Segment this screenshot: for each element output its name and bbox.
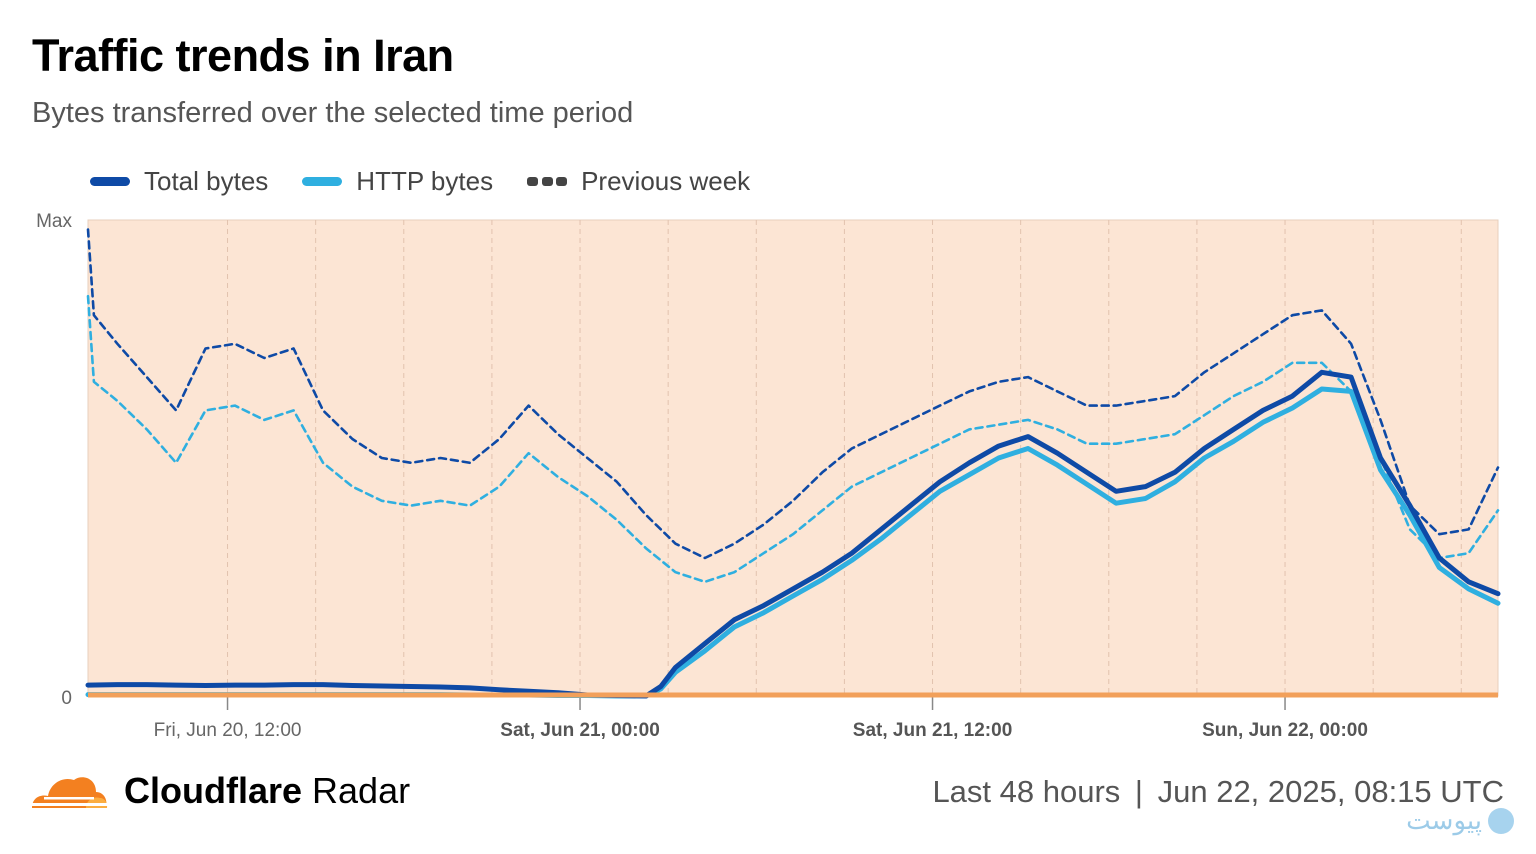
legend-swatch-total — [90, 177, 130, 186]
separator: | — [1134, 774, 1143, 809]
plot-background — [87, 219, 1499, 697]
chart-legend: Total bytes HTTP bytes Previous week — [90, 166, 784, 197]
time-range-label: Last 48 hours — [932, 774, 1121, 809]
legend-item-previous-week[interactable]: Previous week — [527, 166, 750, 197]
legend-item-http-bytes[interactable]: HTTP bytes — [302, 166, 493, 197]
series-line-previous-week-total — [86, 228, 1500, 560]
legend-label-previous-week: Previous week — [581, 166, 751, 196]
line-chart: Max 0 Fri, Jun 20, 12:00 Sat, Jun 21, 00:00… — [36, 211, 1501, 741]
brand-bold: Cloudflare — [124, 770, 303, 811]
legend-label-total: Total bytes — [144, 166, 269, 196]
series-line-total-bytes — [85, 369, 1501, 699]
y-tick-label: Max — [36, 211, 72, 232]
legend-swatch-previous-week — [527, 177, 568, 186]
brand-light: Radar — [312, 770, 411, 811]
x-tick-label: Sat, Jun 21, 12:00 — [853, 720, 1012, 741]
x-tick-label: Sat, Jun 21, 00:00 — [500, 720, 659, 741]
legend-label-http: HTTP bytes — [356, 166, 494, 196]
page-title: Traffic trends in Iran — [32, 30, 454, 81]
cloudflare-cloud-icon — [30, 777, 108, 808]
watermark-text: پیوست — [1406, 806, 1482, 836]
page-subtitle: Bytes transferred over the selected time… — [32, 97, 634, 129]
series-line-previous-week-http — [86, 294, 1500, 584]
cloudflare-radar-logo: Cloudflare Radar — [30, 770, 410, 812]
x-tick-label: Fri, Jun 20, 12:00 — [154, 720, 302, 741]
y-tick-label: 0 — [61, 688, 72, 709]
legend-item-total-bytes[interactable]: Total bytes — [90, 166, 268, 197]
legend-swatch-http — [302, 177, 343, 186]
watermark-logo-icon — [1488, 808, 1514, 834]
timestamp: Jun 22, 2025, 08:15 UTC — [1157, 774, 1504, 809]
time-range-info: Last 48 hours | Jun 22, 2025, 08:15 UTC — [932, 774, 1504, 810]
x-tick-label: Sun, Jun 22, 00:00 — [1202, 720, 1368, 741]
watermark: پیوست — [1406, 806, 1514, 836]
brand-name: Cloudflare Radar — [124, 770, 410, 812]
